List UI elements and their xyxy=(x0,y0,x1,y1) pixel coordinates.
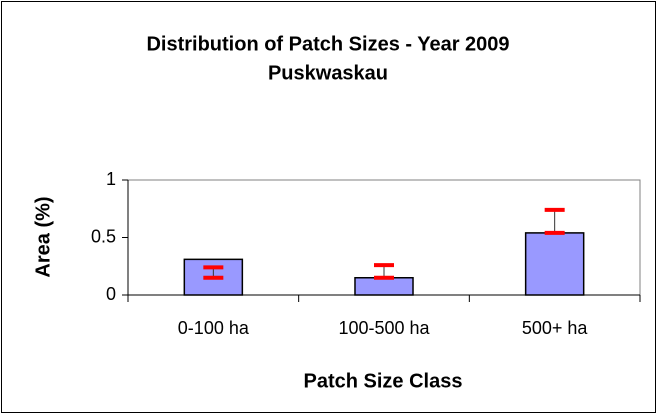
bar xyxy=(524,232,585,296)
y-axis-label: Area (%) xyxy=(32,196,54,277)
chart-subtitle: Puskwaskau xyxy=(268,62,388,84)
y-tick-label: 0.5 xyxy=(91,226,116,246)
x-tick-label: 500+ ha xyxy=(522,318,589,338)
y-tick-label: 1 xyxy=(106,169,116,189)
x-tick-label: 100-500 ha xyxy=(338,318,430,338)
x-axis-label: Patch Size Class xyxy=(304,370,463,392)
y-tick-label: 0 xyxy=(106,284,116,304)
x-tick-label: 0-100 ha xyxy=(178,318,250,338)
chart-title: Distribution of Patch Sizes - Year 2009 xyxy=(146,33,509,55)
bar xyxy=(354,277,414,296)
